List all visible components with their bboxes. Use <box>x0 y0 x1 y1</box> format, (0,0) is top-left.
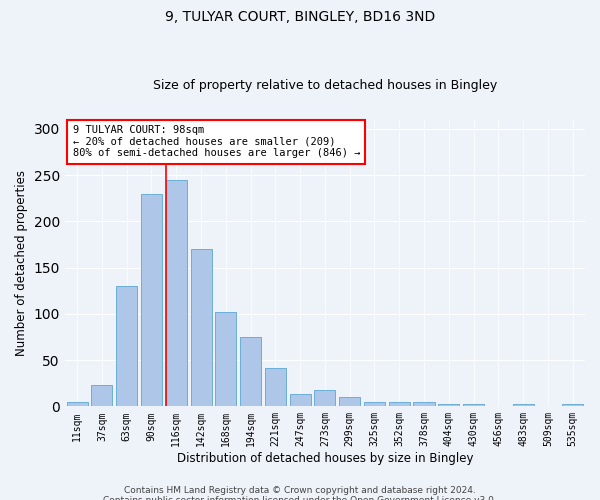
Text: 9, TULYAR COURT, BINGLEY, BD16 3ND: 9, TULYAR COURT, BINGLEY, BD16 3ND <box>165 10 435 24</box>
X-axis label: Distribution of detached houses by size in Bingley: Distribution of detached houses by size … <box>176 452 473 465</box>
Bar <box>314 390 335 406</box>
Bar <box>166 180 187 406</box>
Text: 9 TULYAR COURT: 98sqm
← 20% of detached houses are smaller (209)
80% of semi-det: 9 TULYAR COURT: 98sqm ← 20% of detached … <box>73 126 360 158</box>
Bar <box>116 286 137 406</box>
Title: Size of property relative to detached houses in Bingley: Size of property relative to detached ho… <box>153 79 497 92</box>
Bar <box>67 402 88 406</box>
Bar <box>265 368 286 406</box>
Bar <box>215 312 236 406</box>
Bar <box>290 394 311 406</box>
Bar <box>339 397 360 406</box>
Bar <box>240 337 261 406</box>
Bar <box>191 249 212 406</box>
Bar <box>389 402 410 406</box>
Bar <box>91 385 112 406</box>
Bar <box>438 404 459 406</box>
Y-axis label: Number of detached properties: Number of detached properties <box>15 170 28 356</box>
Text: Contains public sector information licensed under the Open Government Licence v3: Contains public sector information licen… <box>103 496 497 500</box>
Bar <box>463 404 484 406</box>
Bar <box>562 404 583 406</box>
Bar <box>413 402 434 406</box>
Bar <box>141 194 162 406</box>
Bar <box>364 402 385 406</box>
Bar <box>512 404 533 406</box>
Text: Contains HM Land Registry data © Crown copyright and database right 2024.: Contains HM Land Registry data © Crown c… <box>124 486 476 495</box>
